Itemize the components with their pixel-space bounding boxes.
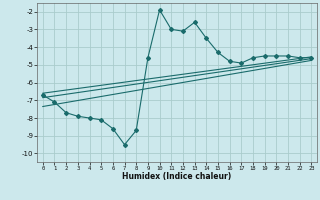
X-axis label: Humidex (Indice chaleur): Humidex (Indice chaleur) [123, 172, 232, 181]
